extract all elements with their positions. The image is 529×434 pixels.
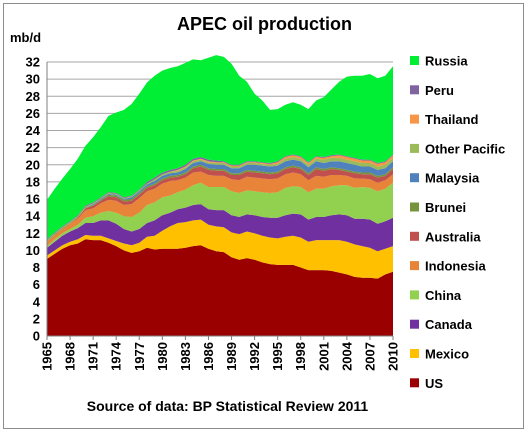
- x-tick-label: 1968: [63, 342, 78, 371]
- x-tick-label: 1971: [86, 342, 101, 371]
- legend-swatch-malaysia: [410, 173, 419, 183]
- x-tick-labels: 1965 1968 1971 1974 1977 1980 1983 1986 1989 1992…: [40, 336, 401, 371]
- y-tick-label: 30: [26, 72, 40, 87]
- axes: [46, 62, 393, 337]
- x-tick-label: 1980: [155, 342, 170, 371]
- x-tick-label: 1989: [224, 342, 239, 371]
- legend-label-russia: Russia: [425, 54, 468, 69]
- area-us: [47, 239, 393, 336]
- y-tick-label: 2: [33, 311, 40, 326]
- y-tick-label: 18: [26, 174, 40, 189]
- x-tick-label: 1965: [40, 342, 55, 371]
- legend-label-us: US: [425, 376, 443, 391]
- area-russia: [47, 55, 393, 240]
- y-tick-label: 12: [26, 226, 40, 241]
- legend-label-brunei: Brunei: [425, 200, 466, 215]
- legend-label-australia: Australia: [425, 229, 481, 244]
- legend-label-thailand: Thailand: [425, 112, 479, 127]
- y-tick-label: 28: [26, 89, 40, 104]
- legend-swatch-canada: [410, 319, 419, 329]
- x-tick-label: 2010: [386, 342, 401, 371]
- y-tick-label: 32: [26, 55, 40, 70]
- legend-swatch-china: [410, 290, 419, 300]
- area-series: [47, 55, 393, 336]
- y-tick-label: 10: [26, 243, 40, 258]
- legend-swatch-peru: [410, 85, 419, 95]
- y-tick-label: 22: [26, 140, 40, 155]
- y-tick-label: 24: [26, 123, 41, 138]
- y-tick-label: 0: [33, 329, 40, 344]
- area-indonesia: [47, 171, 393, 247]
- area-china: [47, 182, 393, 248]
- y-tick-label: 20: [26, 157, 40, 172]
- y-axis-unit: mb/d: [10, 30, 41, 45]
- x-tick-label: 1992: [247, 342, 262, 371]
- x-tick-label: 1983: [178, 342, 193, 371]
- legend-swatch-australia: [410, 231, 419, 241]
- legend-swatch-indonesia: [410, 261, 419, 271]
- x-tick-label: 1977: [132, 342, 147, 371]
- legend-label-china: China: [425, 288, 462, 303]
- x-tick-label: 1974: [109, 341, 124, 371]
- x-tick-label: 1986: [201, 342, 216, 371]
- y-tick-label: 26: [26, 106, 40, 121]
- y-tick-label: 14: [26, 209, 41, 224]
- legend-label-peru: Peru: [425, 83, 454, 98]
- legend-swatch-thailand: [410, 114, 419, 124]
- area-mexico: [47, 219, 393, 279]
- area-australia: [47, 166, 393, 242]
- legend-swatch-us: [410, 378, 419, 388]
- chart-title: APEC oil production: [177, 14, 352, 34]
- x-tick-label: 1995: [270, 342, 285, 371]
- legend-swatch-brunei: [410, 202, 419, 212]
- legend-label-malaysia: Malaysia: [425, 171, 480, 186]
- area-other-pacific: [47, 157, 393, 241]
- legend: Russia Peru Thailand Other Pacific Malaysia B…: [410, 54, 505, 391]
- x-tick-label: 2007: [362, 342, 377, 371]
- source-note: Source of data: BP Statistical Review 20…: [86, 398, 369, 414]
- legend-swatch-russia: [410, 56, 419, 65]
- area-brunei: [47, 164, 393, 242]
- y-tick-label: 6: [33, 277, 40, 292]
- legend-label-other-pacific: Other Pacific: [425, 141, 505, 156]
- y-tick-label: 8: [33, 260, 40, 275]
- legend-label-mexico: Mexico: [425, 347, 469, 362]
- legend-swatch-other-pacific: [410, 143, 419, 153]
- legend-swatch-mexico: [410, 349, 419, 358]
- area-malaysia: [47, 159, 393, 241]
- area-canada: [47, 204, 393, 256]
- x-tick-label: 2004: [339, 341, 354, 371]
- x-tick-label: 1998: [293, 342, 308, 371]
- legend-label-indonesia: Indonesia: [425, 259, 486, 274]
- x-tick-label: 2001: [316, 342, 331, 371]
- y-tick-label: 4: [33, 294, 41, 309]
- legend-label-canada: Canada: [425, 317, 473, 332]
- y-tick-label: 16: [26, 192, 40, 207]
